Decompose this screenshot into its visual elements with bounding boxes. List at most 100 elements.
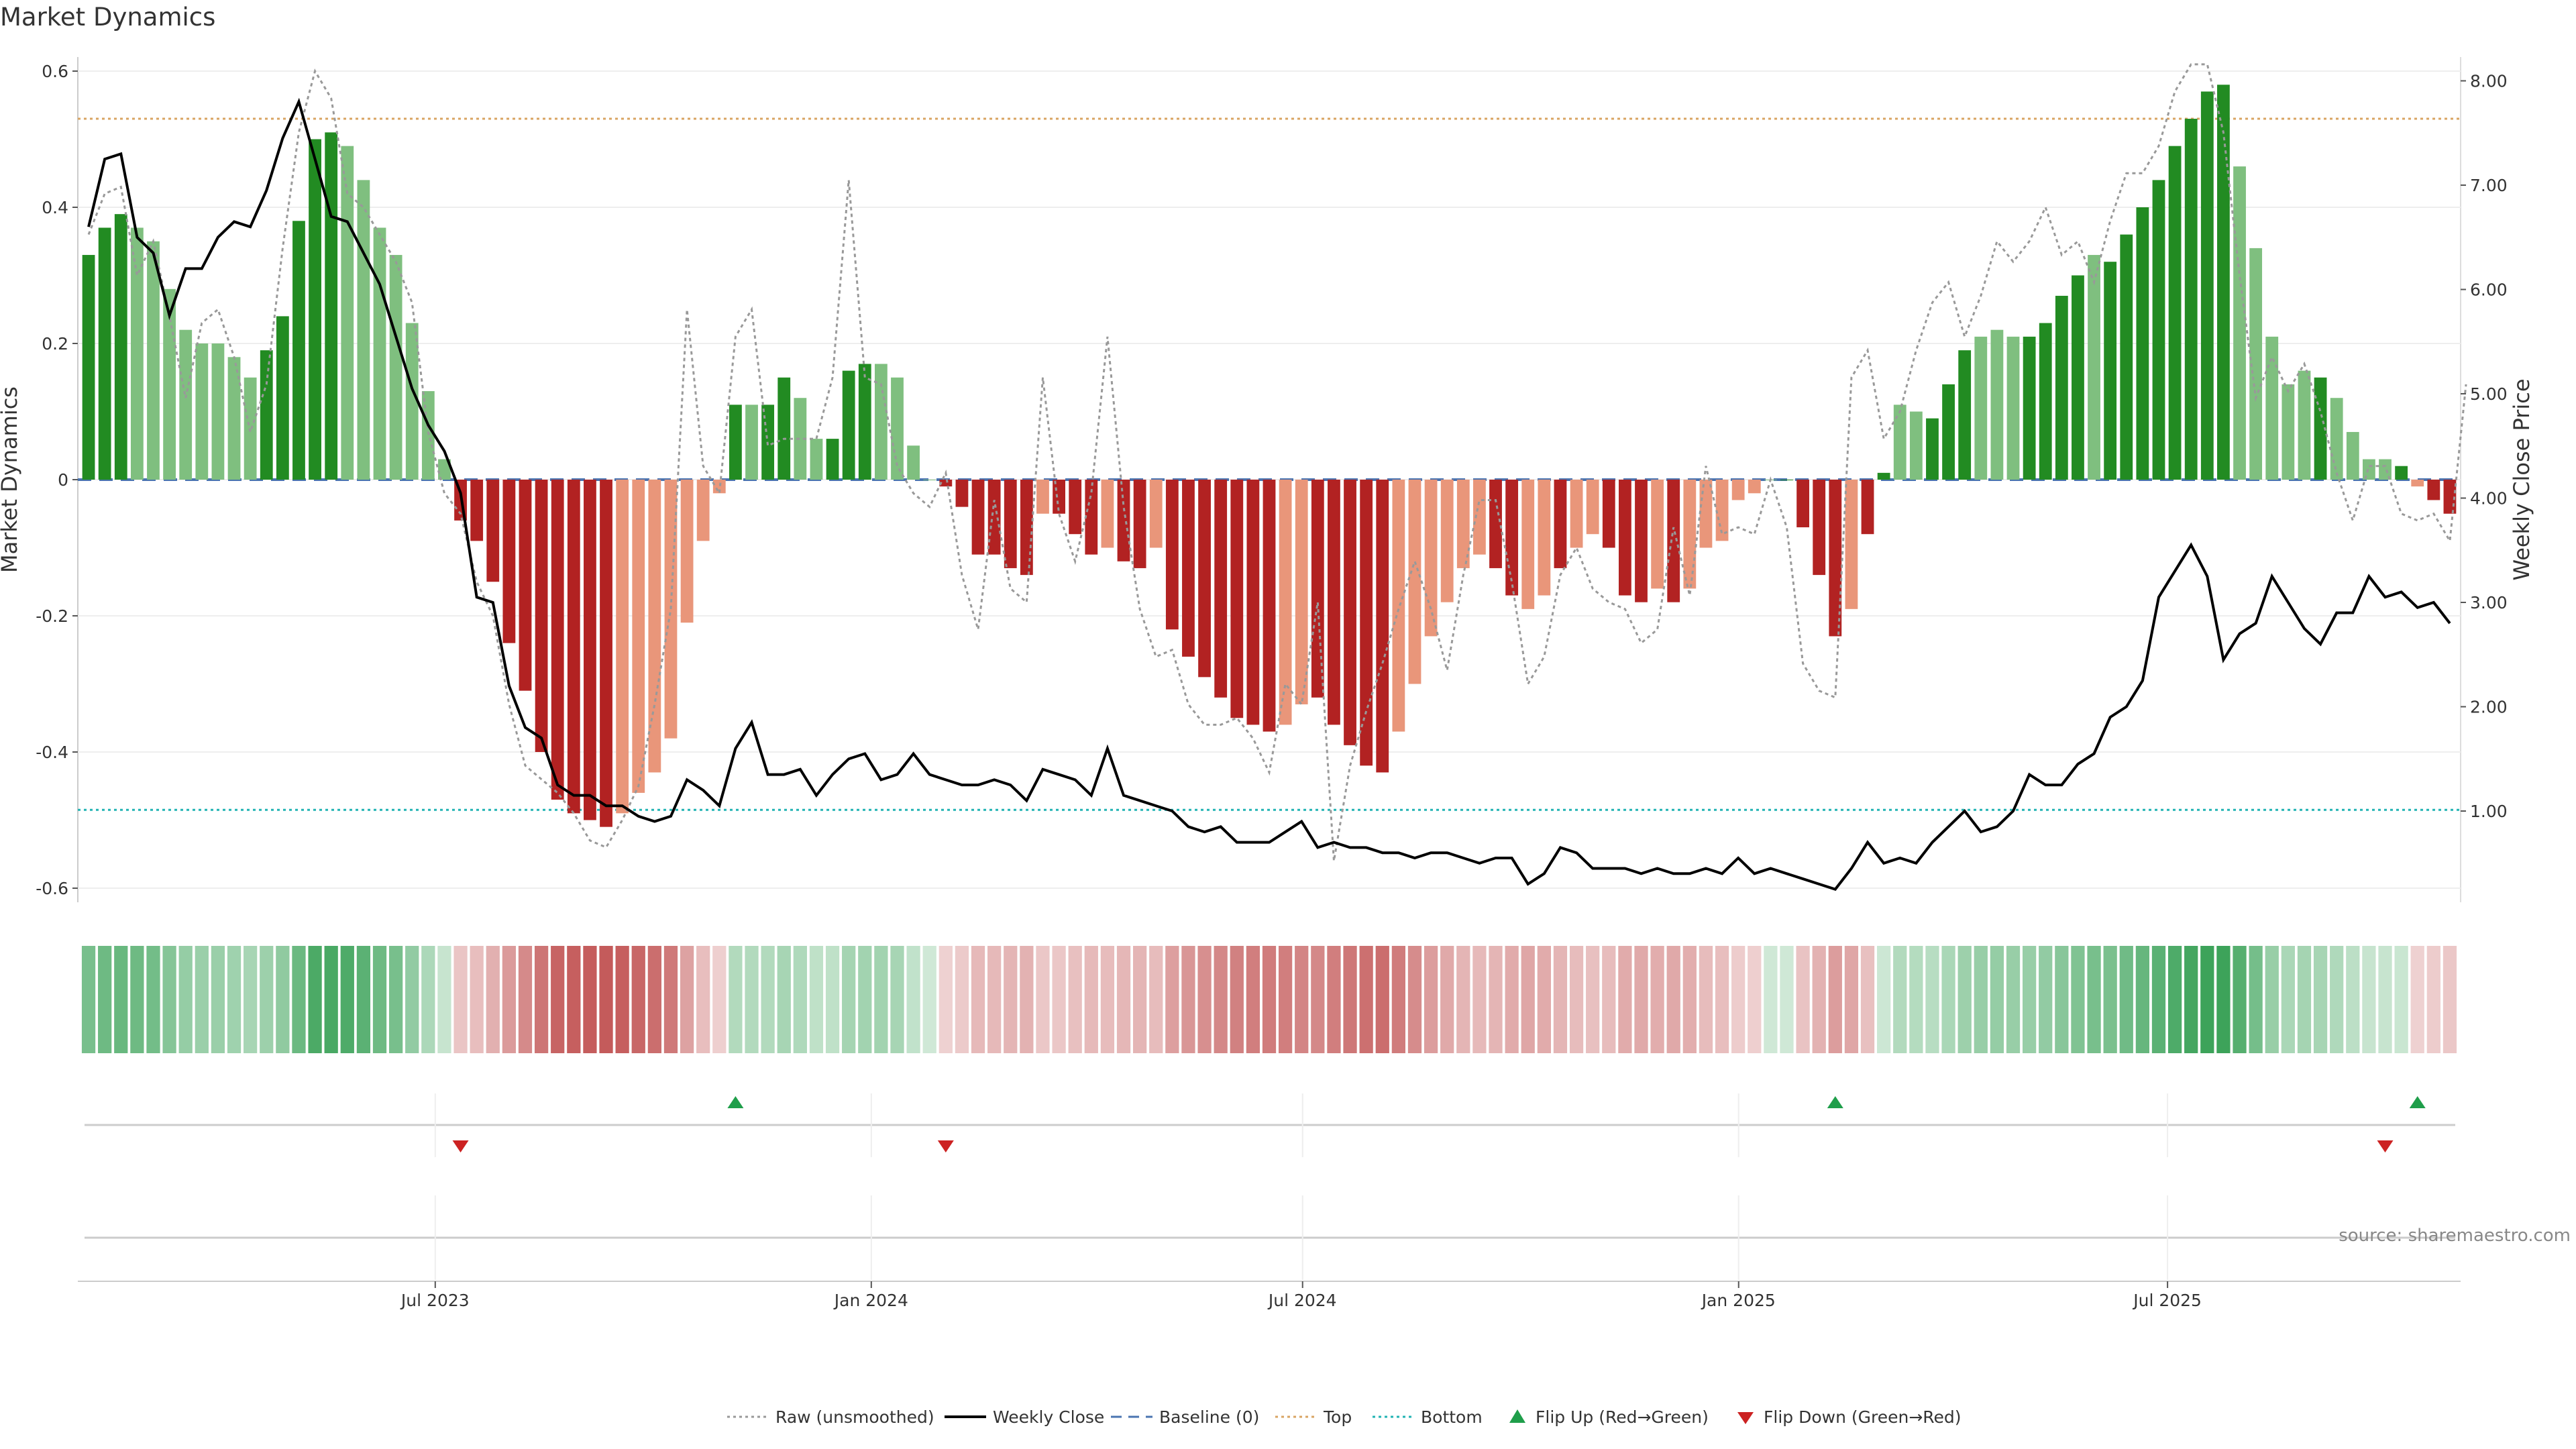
dynamics-bar — [2120, 234, 2133, 480]
heat-cell — [680, 946, 694, 1053]
heat-cell — [1715, 946, 1729, 1053]
heat-cell — [1505, 946, 1519, 1053]
left-tick-label: -0.4 — [36, 743, 68, 762]
legend-label: Raw (unsmoothed) — [775, 1407, 934, 1427]
dynamics-bar — [907, 445, 920, 480]
dynamics-bar — [292, 221, 305, 480]
heat-cell — [308, 946, 322, 1053]
dynamics-bar — [648, 480, 661, 773]
dynamics-bar — [2152, 180, 2165, 480]
dynamics-bar — [1748, 480, 1761, 494]
dynamics-bar — [2023, 336, 2036, 480]
dynamics-bars — [82, 85, 2457, 827]
heat-cell — [2184, 946, 2198, 1053]
dynamics-bar — [2039, 323, 2052, 480]
heat-cell — [1391, 946, 1405, 1053]
dynamics-bar — [147, 241, 160, 480]
dynamics-bar — [1408, 480, 1421, 684]
dynamics-bar — [2136, 207, 2149, 480]
dynamics-bar — [260, 350, 273, 480]
dynamics-bar — [2411, 480, 2424, 487]
dynamics-bar — [1635, 480, 1648, 602]
heat-cell — [1650, 946, 1664, 1053]
dynamics-bar — [2088, 255, 2100, 480]
dynamics-bar — [1974, 336, 1988, 480]
dynamics-bar — [309, 139, 321, 480]
heat-cell — [729, 946, 743, 1053]
dynamics-bar — [1117, 480, 1130, 561]
x-tick-label: Jul 2023 — [400, 1291, 470, 1310]
heat-cell — [2281, 946, 2295, 1053]
heat-cell — [2394, 946, 2408, 1053]
dynamics-bar — [405, 323, 419, 480]
dynamics-bar — [357, 180, 370, 480]
dynamics-bar — [2217, 85, 2230, 480]
dynamics-bar — [616, 480, 629, 814]
heat-cell — [1569, 946, 1584, 1053]
heat-cell — [1537, 946, 1551, 1053]
flip-up-marker — [1827, 1096, 1843, 1108]
dynamics-bar — [826, 439, 839, 480]
heat-cell — [2087, 946, 2101, 1053]
heat-cell — [518, 946, 533, 1053]
left-tick-label: 0.2 — [42, 334, 68, 354]
heat-cell — [938, 946, 953, 1053]
dynamics-bar — [2184, 119, 2198, 480]
dynamics-bar — [696, 480, 710, 541]
heat-cell — [2265, 946, 2279, 1053]
dynamics-bar — [1230, 480, 1244, 718]
dynamics-bar — [1990, 329, 2004, 480]
dynamics-bar — [2395, 466, 2408, 480]
heat-cell — [906, 946, 920, 1053]
heat-cell — [1052, 946, 1066, 1053]
heat-cell — [1084, 946, 1098, 1053]
dynamics-bar — [1456, 480, 1470, 568]
dynamics-bar — [1586, 480, 1599, 535]
heat-cell — [2071, 946, 2085, 1053]
heat-cell — [2330, 946, 2344, 1053]
left-tick-label: 0.6 — [42, 62, 68, 81]
heat-cell — [1489, 946, 1503, 1053]
legend-label: Weekly Close — [993, 1407, 1104, 1427]
right-tick-label: 5.00 — [2470, 384, 2508, 404]
heat-cell — [696, 946, 710, 1053]
dynamics-bar — [842, 370, 855, 480]
heat-cell — [1796, 946, 1810, 1053]
heat-cell — [825, 946, 840, 1053]
legend-item: Top — [1275, 1407, 1352, 1427]
heat-cell — [421, 946, 435, 1053]
dynamics-bar — [1182, 480, 1195, 657]
heat-cell — [2135, 946, 2150, 1053]
dynamics-bar — [1845, 480, 1858, 609]
dynamics-bar — [1909, 411, 1923, 480]
heat-cell — [761, 946, 775, 1053]
dynamics-bar — [810, 439, 823, 480]
right-tick-label: 1.00 — [2470, 802, 2508, 821]
heat-cell — [2410, 946, 2424, 1053]
dynamics-bar — [486, 480, 500, 582]
heat-cell — [1699, 946, 1713, 1053]
dynamics-bar — [98, 227, 111, 480]
legend-swatch — [1509, 1409, 1525, 1423]
dynamics-bar — [519, 480, 532, 691]
dynamics-bar — [2362, 459, 2375, 480]
dynamics-bar — [1554, 480, 1567, 568]
dynamics-bar — [1069, 480, 1082, 535]
heat-cell — [388, 946, 403, 1053]
heat-cell — [1327, 946, 1341, 1053]
dynamics-bar — [438, 459, 451, 480]
heat-cell — [1990, 946, 2004, 1053]
x-tick-label: Jul 2024 — [1267, 1291, 1337, 1310]
heat-cell — [2022, 946, 2037, 1053]
right-tick-label: 3.00 — [2470, 593, 2508, 612]
raw-series-line — [87, 63, 2467, 861]
heat-cell — [340, 946, 354, 1053]
dynamics-bar — [211, 343, 225, 480]
heat-cell — [793, 946, 807, 1053]
dynamics-bar — [1942, 384, 1955, 480]
heat-cell — [260, 946, 274, 1053]
heat-cell — [1974, 946, 1988, 1053]
heat-cell — [1893, 946, 1907, 1053]
heat-cell — [1262, 946, 1277, 1053]
heat-cell — [405, 946, 419, 1053]
